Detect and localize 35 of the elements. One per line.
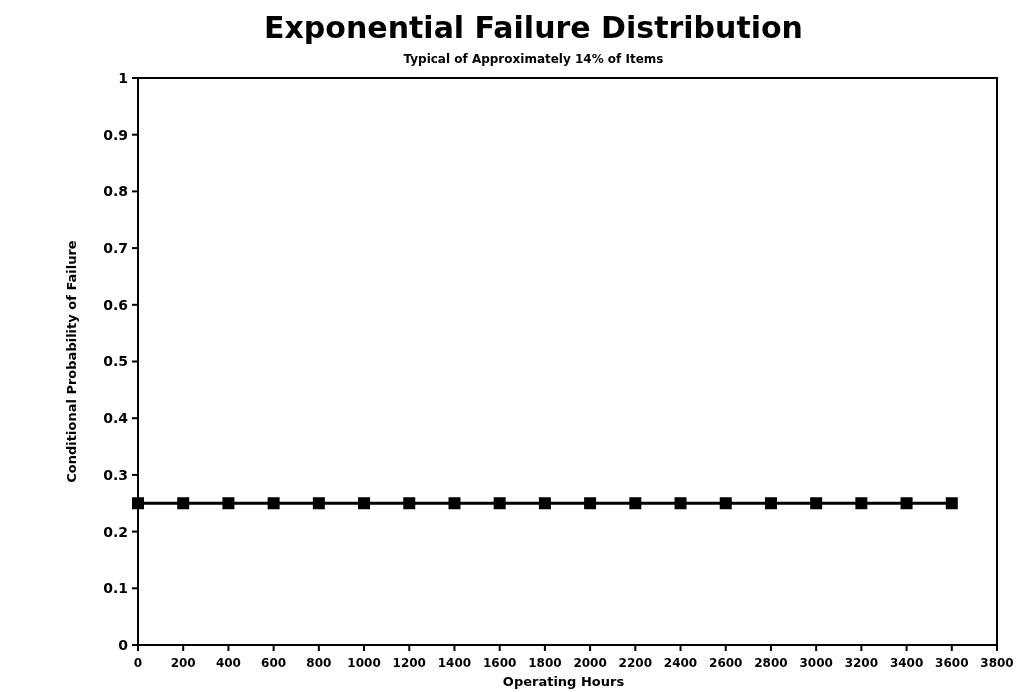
x-tick-label: 2400 — [663, 656, 698, 670]
x-tick-label: 3400 — [889, 656, 924, 670]
y-tick-label: 0.5 — [103, 353, 128, 370]
x-tick-label: 3600 — [935, 656, 969, 670]
x-tick-label: 1000 — [347, 656, 381, 670]
x-tick-label: 3200 — [844, 656, 879, 670]
x-tick-label: 1200 — [392, 656, 426, 670]
x-tick-label: 3800 — [980, 656, 1014, 670]
x-tick-label: 1600 — [482, 656, 517, 670]
x-tick-label: 2000 — [573, 656, 607, 670]
x-tick-label: 1400 — [437, 656, 472, 670]
y-tick-label: 0.1 — [103, 580, 128, 597]
x-tick-label: 200 — [170, 656, 196, 670]
chart-title: Exponential Failure Distribution — [264, 10, 803, 45]
x-tick-label: 600 — [261, 656, 287, 670]
y-axis-title: Conditional Probability of Failure — [64, 240, 79, 483]
chart-subtitle: Typical of Approximately 14% of Items — [403, 52, 664, 66]
x-tick-label: 2600 — [709, 656, 743, 670]
y-tick-label: 0.7 — [103, 240, 128, 256]
x-tick-label: 1800 — [528, 656, 562, 670]
x-tick-label: 800 — [306, 656, 332, 670]
y-tick-label: 0.9 — [103, 126, 128, 143]
x-tick-label: 0 — [133, 656, 143, 670]
x-tick-label: 400 — [215, 656, 241, 670]
y-tick-label: 1 — [118, 69, 128, 86]
y-tick-label: 0.4 — [103, 410, 129, 427]
y-tick-label: 0.2 — [103, 523, 128, 540]
x-axis-title: Operating Hours — [502, 674, 625, 690]
x-tick-label: 2800 — [754, 656, 788, 670]
y-tick-label: 0.6 — [103, 296, 128, 313]
x-tick-label: 3000 — [799, 656, 833, 670]
y-tick-label: 0.8 — [103, 183, 128, 200]
y-tick-label: 0 — [118, 636, 129, 653]
x-tick-label: 2200 — [618, 656, 653, 670]
y-tick-label: 0.3 — [103, 466, 128, 483]
